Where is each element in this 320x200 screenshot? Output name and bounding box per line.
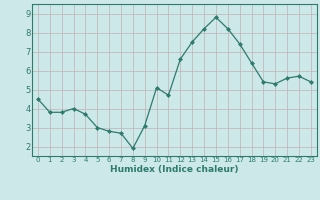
X-axis label: Humidex (Indice chaleur): Humidex (Indice chaleur) <box>110 165 239 174</box>
